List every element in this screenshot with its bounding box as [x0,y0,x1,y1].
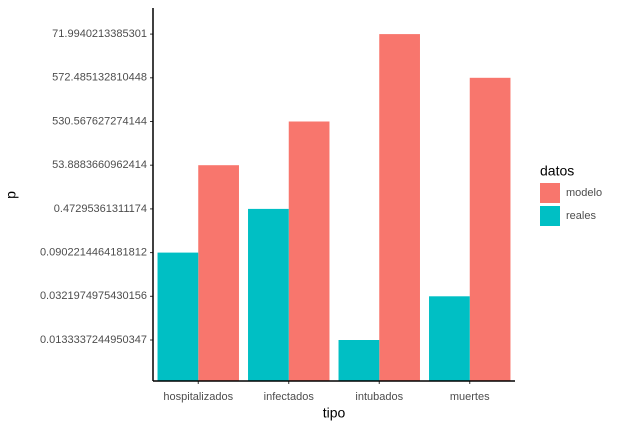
bar [248,208,289,381]
x-tick-label: muertes [450,391,490,403]
y-tick-label: 0.0902214464181812 [40,247,147,259]
bar [429,296,470,381]
y-tick-label: 0.0321974975430156 [40,290,147,302]
y-tick-label: 572.485132810448 [52,72,147,84]
bar [157,252,199,381]
legend-title: datos [540,163,574,179]
legend-key [540,183,560,203]
bar [379,34,420,381]
legend-label: reales [566,210,596,222]
x-axis-title: tipo [323,405,346,421]
bar [338,340,380,381]
x-tick-label: infectados [264,391,315,403]
y-axis-title: p [3,191,19,199]
y-tick-label: 0.0133337244950347 [40,334,147,346]
y-tick-label: 0.47295361311174 [54,203,147,215]
y-tick-label: 530.567627274144 [52,115,147,127]
y-tick-label: 71.9940213385301 [52,28,147,40]
legend-label: modelo [566,187,602,199]
bar [469,77,511,382]
x-tick-label: hospitalizados [163,391,233,403]
legend-key [540,206,560,226]
bar [198,165,239,381]
x-tick-label: intubados [355,391,403,403]
y-tick-label: 53.8883660962414 [52,159,147,171]
bar [288,121,330,381]
